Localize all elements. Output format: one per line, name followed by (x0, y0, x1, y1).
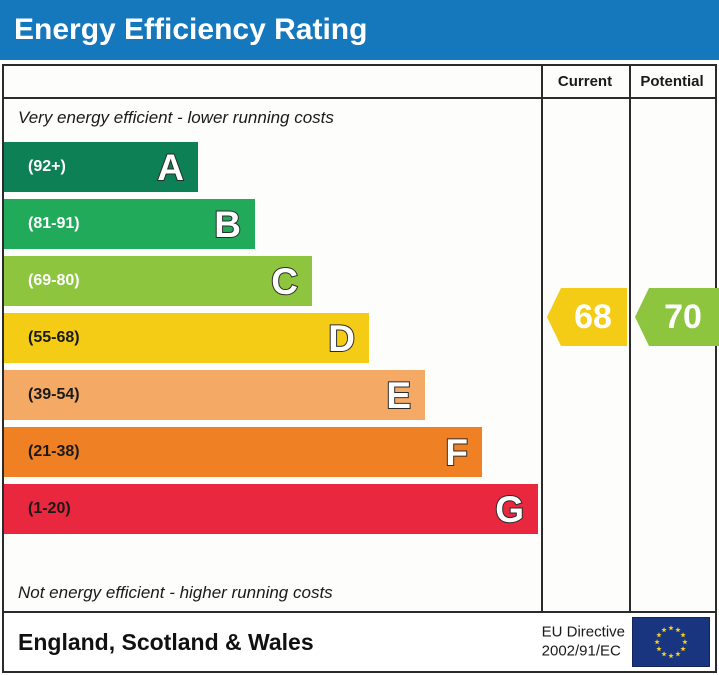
band-letter-d: D (327, 317, 356, 359)
chart-header-banner: Energy Efficiency Rating (0, 0, 719, 60)
column-divider-current (541, 66, 543, 611)
band-letter-c: C (270, 260, 299, 302)
band-row-a: (92+) A (4, 142, 198, 192)
band-row-g: (1-20) G (4, 484, 538, 534)
band-range-f: (21-38) (28, 443, 80, 460)
rating-table: Current Potential Very energy efficient … (2, 64, 719, 613)
footer-region-label: England, Scotland & Wales (18, 628, 314, 655)
band-range-b: (81-91) (28, 215, 80, 232)
chart-footer: England, Scotland & Wales EU Directive 2… (2, 613, 717, 673)
directive-line-2: 2002/91/EC (541, 642, 621, 659)
page-title: Energy Efficiency Rating (14, 13, 368, 46)
band-letter-e: E (385, 374, 412, 416)
band-range-a: (92+) (28, 158, 66, 175)
band-list: (92+) A (81-91) B (69-80) C (55-68) D (3… (4, 136, 539, 574)
band-range-d: (55-68) (28, 329, 80, 346)
caption-very-efficient: Very energy efficient - lower running co… (18, 108, 334, 127)
directive-line-1: EU Directive (541, 623, 625, 641)
potential-rating-value: 70 (664, 298, 702, 336)
band-row-d: (55-68) D (4, 313, 369, 363)
band-range-g: (1-20) (28, 500, 71, 517)
current-rating-marker: 68 (547, 288, 627, 346)
column-header-current: Current (557, 73, 613, 90)
band-row-f: (21-38) F (4, 427, 482, 477)
band-row-b: (81-91) B (4, 199, 255, 249)
band-letter-a: A (156, 146, 185, 188)
band-letter-g: G (494, 488, 525, 530)
band-letter-b: B (213, 203, 242, 245)
band-row-e: (39-54) E (4, 370, 425, 420)
column-header-row: Current Potential (4, 66, 715, 99)
band-row-c: (69-80) C (4, 256, 312, 306)
band-range-c: (69-80) (28, 272, 80, 289)
band-letter-f: F (444, 431, 469, 473)
column-divider-potential (629, 66, 631, 611)
caption-not-efficient: Not energy efficient - higher running co… (18, 583, 333, 602)
footer-directive: EU Directive 2002/91/EC (542, 623, 625, 661)
eu-flag-icon (632, 617, 710, 667)
column-header-potential: Potential (640, 73, 704, 90)
potential-rating-marker: 70 (635, 288, 719, 346)
band-range-e: (39-54) (28, 386, 80, 403)
current-rating-value: 68 (574, 298, 612, 336)
